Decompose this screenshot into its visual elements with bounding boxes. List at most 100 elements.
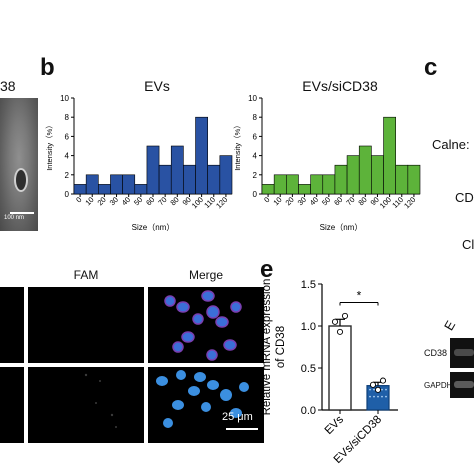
panel-letter-e: e [260,256,274,283]
panel-c-label-calne: Calne: [432,137,470,152]
scale-bar-line [10,212,34,214]
y-axis-title-line: Relative mRNA expression [261,279,273,416]
panel-c-label-cd: CD [455,190,474,205]
bar-10 [85,174,99,195]
bar-pattern-dot [385,395,387,398]
chart-sicd38-title: EVs/siCD38 [255,78,425,96]
x-tick-label: 70 [344,195,356,207]
bar-20 [98,184,111,195]
bar-pattern-dot [381,395,383,398]
micro-row2-fam [28,367,144,443]
x-tick-label: 20 [284,195,296,207]
data-point [336,328,344,335]
x-tick-label: 80 [168,195,180,207]
y-tick-label: 10 [248,94,257,103]
bar-90 [183,164,196,195]
x-tick-label: 80 [356,195,368,207]
y-axis-title: Intensity（%） [233,121,242,171]
data-point [369,381,377,388]
data-point [374,386,382,393]
blot-lane-label: E [441,317,459,333]
blot-band-label-gapdh: GAPDH [424,381,453,390]
micro-scale-bar-label: 25 μm [222,411,253,423]
y-tick-label: 1.0 [301,321,316,333]
bar-70 [346,155,360,195]
y-tick-label: 4 [253,152,258,161]
tem-image: 100 nm [0,98,38,231]
bar-120 [407,164,421,195]
microscopy-col-merge-label: Merge [188,268,223,282]
blot-band [454,349,474,356]
bar-evs [328,325,352,411]
y-tick-label: 8 [253,113,258,122]
bar-40 [122,174,136,195]
y-tick-label: 0.0 [301,405,316,417]
bar-20 [286,174,299,195]
y-tick-label: 0 [65,190,70,199]
bar-50 [134,184,148,195]
bar-80 [358,145,372,195]
micro-row2-merge: 25 μm [148,367,264,443]
x-tick-label: 70 [156,195,168,207]
x-tick-label: 0 [74,195,83,204]
bar-pattern-dot [369,395,371,398]
x-tick-label: EVs [323,413,347,437]
y-tick-label: 6 [253,132,258,141]
bar-30 [298,184,311,195]
y-tick-label: 2 [253,171,258,180]
y-tick-label: 2 [65,171,70,180]
bar-30 [110,174,123,195]
panel-letter-b: b [40,54,55,81]
bar-pattern-dot [373,388,375,391]
micro-row1-merge [148,287,264,363]
x-tick-label: 50 [320,195,332,207]
x-tick-label: 20 [96,195,108,207]
bar-pattern-dot [369,388,371,391]
x-tick-label: 40 [120,195,132,207]
x-axis-title: Size（nm） [132,223,175,232]
x-tick-label: 50 [132,195,144,207]
y-tick-label: 4 [65,152,70,161]
y-tick-label: 6 [65,132,70,141]
blot-band-label-cd38: CD38 [424,348,448,358]
data-point [341,312,349,319]
panel-c-label-cl: Cl [462,237,474,252]
blot-row-cd38 [450,338,474,368]
y-axis-title: Intensity（%） [45,121,54,171]
x-axis-title: Size（nm） [320,223,363,232]
panel-letter-c: c [424,54,438,81]
bar-80 [170,145,184,195]
bar-pattern-dot [385,388,387,391]
bar-70 [158,164,172,195]
bar-0 [261,184,275,195]
merge-cells-row1 [164,290,242,361]
x-tick-label: 0 [262,195,271,204]
y-tick-label: 10 [60,94,69,103]
merge-cells-row2 [156,370,249,428]
bar-60 [146,145,160,195]
bar-pattern-dot [373,395,375,398]
y-axis-title-line: of CD38 [275,326,287,368]
x-tick-label: 30 [108,195,120,207]
x-tick-label: 60 [332,195,344,207]
bar-60 [334,164,348,195]
y-tick-label: 0 [253,190,258,199]
panel-a-partial-label: 38 [0,78,16,94]
bar-90 [371,155,384,195]
micro-row1-fam [28,287,144,363]
chart-evs-title-text: EVs [144,78,170,94]
microscopy-col-fam-label: FAM [73,268,99,282]
bar-110 [207,164,221,195]
chart-evs-title: EVs [72,78,242,96]
bar-0 [73,184,87,195]
chart-sicd38-title-text: EVs/siCD38 [302,78,378,94]
micro-row2-col0 [0,367,24,443]
bar-10 [273,174,287,195]
bar-pattern-dot [381,388,383,391]
bar-100 [195,116,208,195]
bar-40 [310,174,324,195]
significance-label: * [357,288,362,302]
bar-50 [322,174,336,195]
